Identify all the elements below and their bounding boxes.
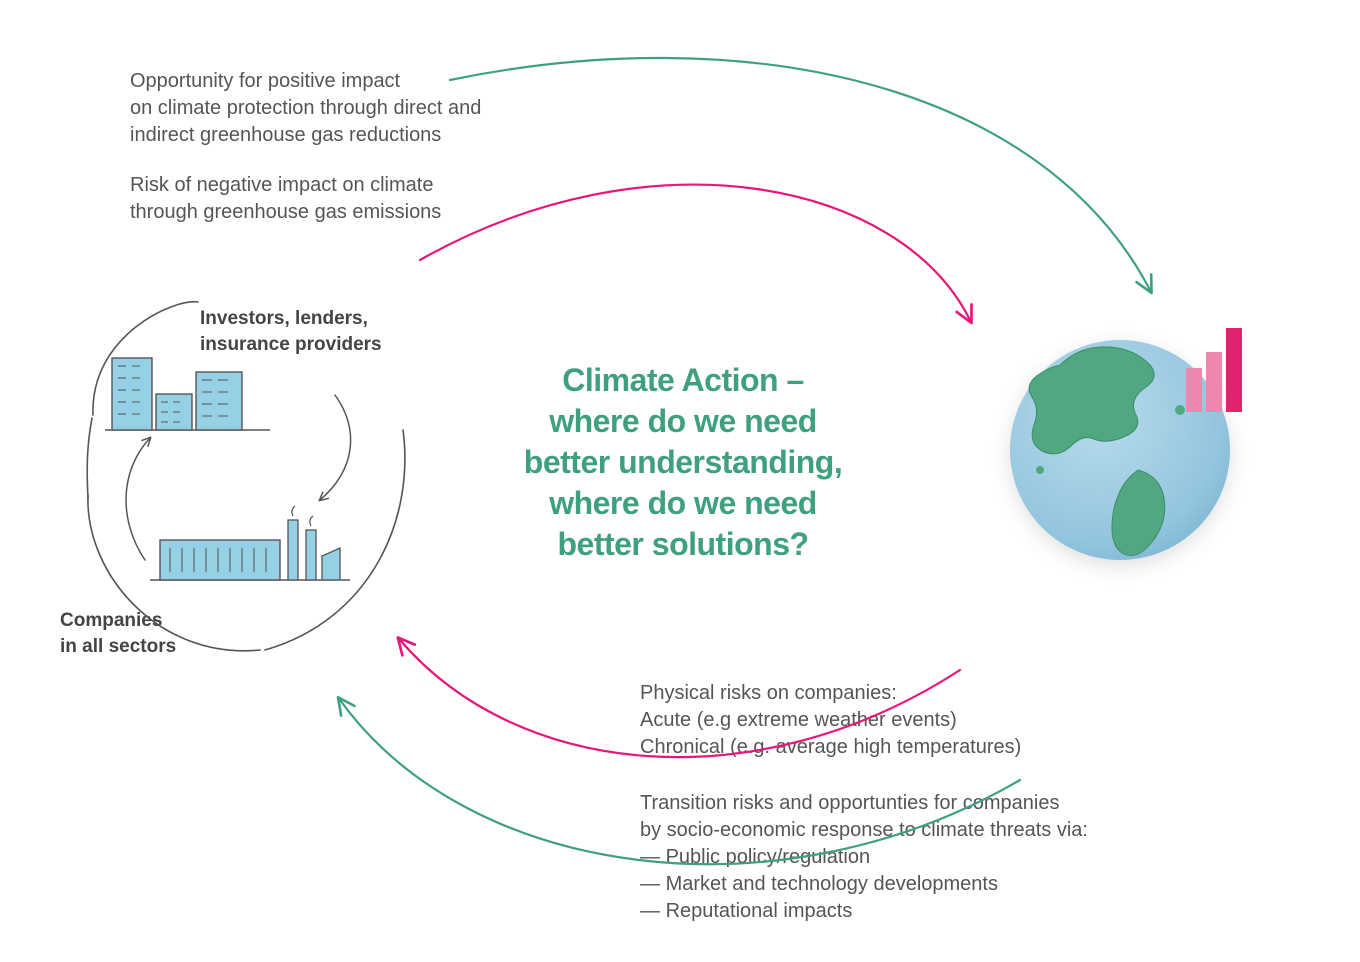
risk-text: Risk of negative impact on climate throu… (130, 172, 550, 226)
inner-arrow-up (126, 438, 150, 560)
investors-label: Investors, lenders, insurance providers (200, 306, 420, 357)
inner-arrow-down (320, 395, 351, 500)
physical-line1: Acute (e.g extreme weather events) (640, 707, 1200, 734)
physical-risks-block: Physical risks on companies: Acute (e.g … (640, 680, 1200, 761)
transition-item-2: — Reputational impacts (640, 898, 1200, 925)
center-title: Climate Action – where do we need better… (478, 360, 888, 565)
transition-risks-block: Transition risks and opportunties for co… (640, 790, 1200, 925)
physical-line2: Chronical (e.g. average high temperature… (640, 734, 1200, 761)
investors-buildings (105, 358, 270, 430)
transition-item-0: — Public policy/regulation (640, 844, 1200, 871)
physical-header: Physical risks on companies: (640, 680, 1200, 707)
opportunity-text: Opportunity for positive impact on clima… (130, 68, 550, 149)
globe-bar-chart (1186, 328, 1242, 412)
companies-label: Companies in all sectors (60, 608, 260, 659)
top-green-arrow (450, 58, 1150, 290)
companies-factory (150, 506, 350, 580)
transition-item-1: — Market and technology developments (640, 871, 1200, 898)
transition-header: Transition risks and opportunties for co… (640, 790, 1200, 844)
globe (1010, 340, 1230, 560)
